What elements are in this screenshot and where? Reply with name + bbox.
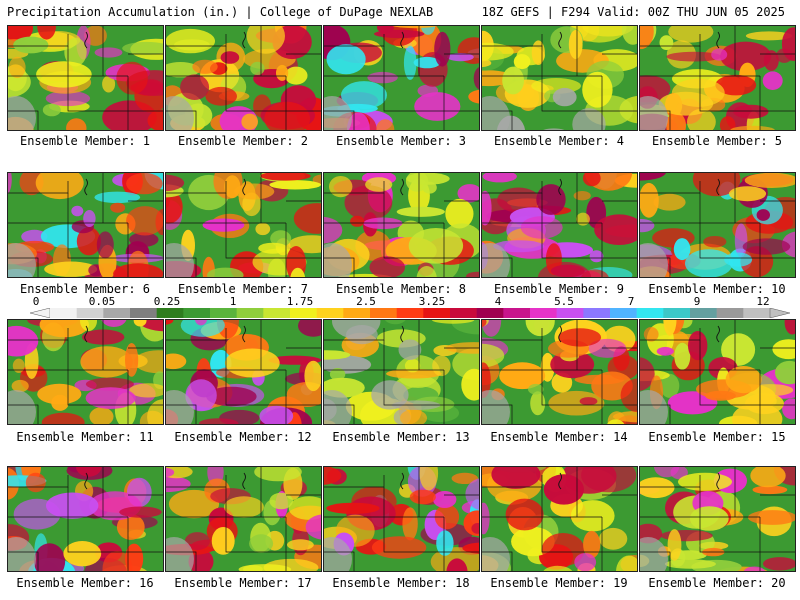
- colorbar-segment: [503, 308, 531, 318]
- colorbar-segment: [663, 308, 691, 318]
- ensemble-member-caption: Ensemble Member: 3: [335, 134, 467, 148]
- ensemble-member-map: [7, 319, 164, 425]
- ensemble-member-caption: Ensemble Member: 4: [493, 134, 625, 148]
- map-title: Precipitation Accumulation (in.) | Colle…: [7, 5, 434, 19]
- ensemble-member-map: [323, 466, 480, 572]
- ensemble-member-map: [165, 466, 322, 572]
- ensemble-member-map: [481, 172, 638, 278]
- colorbar-segment: [556, 308, 584, 318]
- colorbar-tick-label: 1: [229, 295, 237, 308]
- ensemble-member-caption: Ensemble Member: 5: [651, 134, 783, 148]
- ensemble-member-map: [481, 319, 638, 425]
- colorbar-segment: [50, 308, 77, 318]
- ensemble-member-caption: Ensemble Member: 19: [490, 576, 628, 590]
- ensemble-member-map: [165, 319, 322, 425]
- ensemble-member-caption: Ensemble Member: 14: [490, 430, 628, 444]
- ensemble-member-caption: Ensemble Member: 7: [177, 282, 309, 296]
- colorbar-segment: [210, 308, 237, 318]
- colorbar-tick-label: 0: [32, 295, 40, 308]
- colorbar-segment: [396, 308, 424, 318]
- ensemble-member-caption: Ensemble Member: 20: [648, 576, 786, 590]
- ensemble-member-caption: Ensemble Member: 12: [174, 430, 312, 444]
- ensemble-member-map: [323, 319, 480, 425]
- ensemble-member-map: [165, 172, 322, 278]
- colorbar-tick-label: 0.05: [88, 295, 116, 308]
- colorbar-segment: [156, 308, 184, 318]
- ensemble-member-map: [481, 466, 638, 572]
- ensemble-member-map: [639, 25, 796, 131]
- color-scale-bar: [30, 308, 790, 318]
- ensemble-member-caption: Ensemble Member: 1: [19, 134, 151, 148]
- ensemble-member-map: [639, 172, 796, 278]
- colorbar-segment: [530, 308, 557, 318]
- colorbar-segment: [263, 308, 291, 318]
- colorbar-segment: [343, 308, 371, 318]
- ensemble-member-caption: Ensemble Member: 15: [648, 430, 786, 444]
- colorbar-max-arrow: [769, 308, 790, 318]
- colorbar-tick-label: 2.5: [356, 295, 376, 308]
- colorbar-tick-label: 12: [756, 295, 770, 308]
- ensemble-member-caption: Ensemble Member: 13: [332, 430, 470, 444]
- colorbar-segment: [690, 308, 717, 318]
- ensemble-member-map: [7, 172, 164, 278]
- colorbar-tick-label: 1.75: [286, 295, 314, 308]
- ensemble-member-caption: Ensemble Member: 18: [332, 576, 470, 590]
- colorbar-segment: [636, 308, 664, 318]
- colorbar-segment: [743, 308, 771, 318]
- ensemble-member-caption: Ensemble Member: 16: [16, 576, 154, 590]
- ensemble-member-map: [481, 25, 638, 131]
- ensemble-member-map: [7, 466, 164, 572]
- colorbar-segment: [450, 308, 477, 318]
- ensemble-member-map: [639, 466, 796, 572]
- colorbar-segment: [103, 308, 131, 318]
- ensemble-member-map: [323, 25, 480, 131]
- colorbar-segment: [130, 308, 157, 318]
- colorbar-segment: [236, 308, 264, 318]
- colorbar-tick-label: 7: [627, 295, 635, 308]
- ensemble-member-map: [323, 172, 480, 278]
- ensemble-member-caption: Ensemble Member: 2: [177, 134, 309, 148]
- colorbar-segment: [583, 308, 611, 318]
- colorbar-segment: [183, 308, 211, 318]
- colorbar-tick-label: 9: [693, 295, 701, 308]
- ensemble-member-map: [7, 25, 164, 131]
- ensemble-member-caption: Ensemble Member: 8: [335, 282, 467, 296]
- ensemble-member-caption: Ensemble Member: 9: [493, 282, 625, 296]
- ensemble-member-caption: Ensemble Member: 11: [16, 430, 154, 444]
- colorbar-tick-label: 3.25: [418, 295, 446, 308]
- ensemble-member-caption: Ensemble Member: 17: [174, 576, 312, 590]
- ensemble-member-map: [639, 319, 796, 425]
- colorbar-min-arrow: [30, 308, 51, 318]
- colorbar-tick-label: 0.25: [153, 295, 181, 308]
- colorbar-segment: [290, 308, 317, 318]
- colorbar-tick-label: 4: [494, 295, 502, 308]
- colorbar-tick-label: 5.5: [554, 295, 574, 308]
- ensemble-member-map: [165, 25, 322, 131]
- colorbar-segment: [370, 308, 397, 318]
- colorbar-segment: [76, 308, 104, 318]
- colorbar-segment: [716, 308, 744, 318]
- colorbar-segment: [423, 308, 451, 318]
- colorbar-segment: [476, 308, 504, 318]
- colorbar-segment: [316, 308, 344, 318]
- colorbar-segment: [610, 308, 637, 318]
- model-valid-time: 18Z GEFS | F294 Valid: 00Z THU JUN 05 20…: [481, 5, 785, 19]
- ensemble-member-caption: Ensemble Member: 6: [19, 282, 151, 296]
- ensemble-member-caption: Ensemble Member: 10: [648, 282, 786, 296]
